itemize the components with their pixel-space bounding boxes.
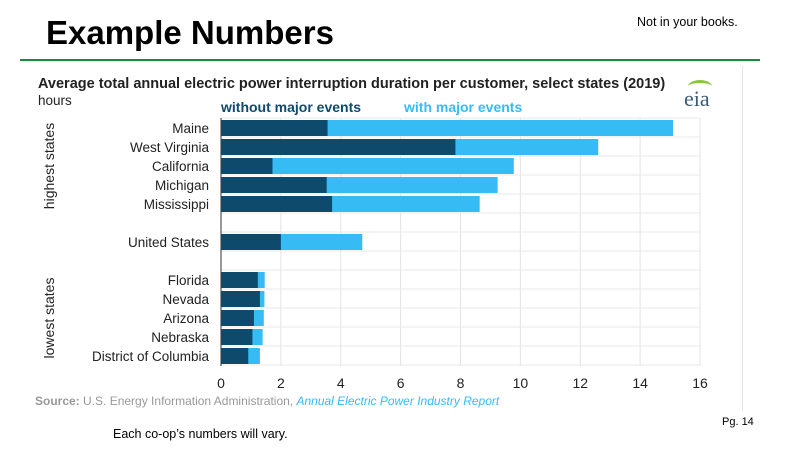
bar-without-major-events: [221, 158, 273, 174]
category-label: Mississippi: [144, 197, 209, 212]
bar-without-major-events: [221, 291, 260, 307]
eia-logo-arc-icon: [688, 80, 712, 93]
bar-without-major-events: [221, 329, 253, 345]
legend-with-major-events: with major events: [404, 99, 523, 115]
chart-unit: hours: [38, 93, 72, 108]
x-tick-label: 12: [572, 375, 588, 391]
group-label-highest: highest states: [41, 123, 57, 209]
eia-logo: eia: [684, 86, 710, 111]
source-label: Source:: [35, 394, 80, 408]
x-tick-label: 16: [692, 375, 708, 391]
legend-without-major-events: without major events: [221, 99, 362, 115]
chart-frame: [30, 66, 743, 411]
group-label-lowest: lowest states: [41, 278, 57, 359]
source-link[interactable]: Annual Electric Power Industry Report: [296, 394, 500, 408]
x-tick-label: 4: [337, 375, 345, 391]
category-label: District of Columbia: [92, 349, 210, 364]
bar-without-major-events: [221, 196, 333, 212]
bar-with-major-events: [221, 120, 674, 136]
category-label: Nevada: [162, 292, 209, 307]
bar-without-major-events: [221, 272, 258, 288]
bar-without-major-events: [221, 139, 456, 155]
chart-source: Source: U.S. Energy Information Administ…: [35, 394, 499, 408]
x-tick-label: 0: [217, 375, 225, 391]
chart-title: Average total annual electric power inte…: [38, 76, 666, 92]
x-tick-label: 10: [513, 375, 529, 391]
category-label: Arizona: [163, 311, 209, 326]
category-label: Florida: [168, 273, 210, 288]
category-label: California: [152, 159, 210, 174]
x-tick-label: 6: [397, 375, 405, 391]
bar-without-major-events: [221, 177, 327, 193]
page-number: Pg. 14: [722, 416, 754, 428]
bar-without-major-events: [221, 310, 254, 326]
bar-with-major-events: [221, 158, 514, 174]
x-tick-label: 14: [632, 375, 648, 391]
x-tick-label: 2: [277, 375, 285, 391]
source-text: U.S. Energy Information Administration,: [83, 394, 294, 408]
slide-note: Not in your books.: [637, 15, 738, 29]
category-label: Maine: [172, 121, 209, 136]
category-label: West Virginia: [130, 140, 210, 155]
slide-title: Example Numbers: [46, 14, 334, 51]
x-tick-label: 8: [457, 375, 465, 391]
category-label: Nebraska: [151, 330, 209, 345]
title-divider: [20, 59, 760, 61]
bar-without-major-events: [221, 348, 249, 364]
bar-without-major-events: [221, 120, 328, 136]
category-label: Michigan: [155, 178, 209, 193]
category-label: United States: [128, 235, 209, 250]
footer-note: Each co-op’s numbers will vary.: [113, 427, 288, 441]
bar-without-major-events: [221, 234, 281, 250]
